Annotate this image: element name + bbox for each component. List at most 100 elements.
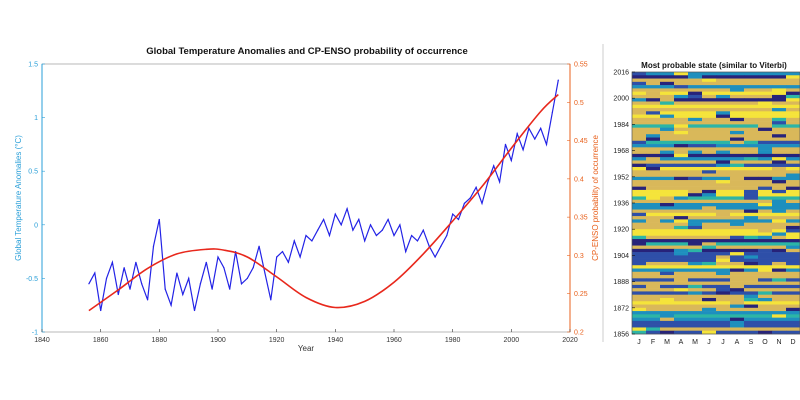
right-y-axis-label: CP-ENSO probability of occurrence <box>591 135 600 261</box>
heatmap-cell <box>716 301 731 305</box>
heatmap-cell <box>660 301 675 305</box>
heatmap-cell <box>674 140 689 145</box>
heatmap-cell <box>758 314 773 318</box>
temperature-point <box>352 229 354 231</box>
heatmap-cell <box>772 219 787 223</box>
heatmap-cell <box>646 173 661 178</box>
heatmap-cell <box>660 268 675 273</box>
temperature-point <box>147 299 149 301</box>
heatmap-cell <box>772 252 787 256</box>
heatmap-cell <box>702 311 717 315</box>
heatmap-cell <box>716 248 731 253</box>
heatmap-cell <box>660 166 675 171</box>
heatmap-cell <box>716 294 731 299</box>
heatmap-cell <box>702 301 717 305</box>
heatmap-cell <box>646 180 661 184</box>
temperature-point <box>299 256 301 258</box>
heatmap-cell <box>646 291 661 295</box>
heatmap-cell <box>772 225 787 230</box>
heatmap-cell <box>660 88 675 92</box>
heatmap-cell <box>688 314 703 318</box>
heatmap-year-label: 1872 <box>613 305 629 312</box>
heatmap-cell <box>730 271 745 276</box>
x-tick-label: 2020 <box>562 337 578 344</box>
heatmap-cell <box>716 311 731 315</box>
heatmap-cell <box>632 320 647 325</box>
heatmap-cell <box>688 193 703 197</box>
heatmap-cell <box>660 239 675 243</box>
heatmap-cell <box>786 219 800 223</box>
temperature-point <box>551 111 554 113</box>
heatmap-cell <box>702 235 717 240</box>
heatmap-cell <box>632 268 647 273</box>
heatmap-cell <box>702 212 717 217</box>
heatmap-cell <box>702 72 717 76</box>
heatmap-cell <box>646 314 661 318</box>
heatmap-cell <box>786 281 800 286</box>
heatmap-cell <box>660 196 675 201</box>
heatmap-cell <box>688 278 703 282</box>
heatmap-cell <box>758 291 773 295</box>
heatmap-cell <box>660 183 675 187</box>
heatmap-cell <box>786 157 800 161</box>
heatmap-cell <box>730 94 745 99</box>
heatmap-cell <box>688 81 703 86</box>
chart-title: Global Temperature Anomalies and CP-ENSO… <box>146 46 467 57</box>
heatmap-cell <box>688 144 703 148</box>
heatmap-cell <box>786 206 800 210</box>
heatmap-cell <box>744 314 759 318</box>
heatmap-cell <box>660 275 675 279</box>
heatmap-cell <box>716 320 731 325</box>
heatmap-cell <box>646 297 661 302</box>
heatmap-cell <box>660 235 675 240</box>
heatmap-cell <box>744 242 759 246</box>
heatmap-cell <box>744 225 759 230</box>
heatmap-cell <box>702 170 717 174</box>
heatmap-cell <box>758 311 773 315</box>
heatmap-cell <box>702 189 717 194</box>
heatmap-cell <box>772 189 787 194</box>
heatmap-cell <box>716 173 731 178</box>
heatmap-cell <box>688 199 703 204</box>
heatmap-cell <box>660 314 675 318</box>
heatmap-cell <box>632 166 647 171</box>
heatmap-cell <box>758 150 773 155</box>
heatmap-cell <box>632 196 647 201</box>
heatmap-cell <box>730 140 745 145</box>
heatmap-cell <box>632 203 647 207</box>
heatmap-month-label: D <box>790 339 795 346</box>
heatmap-cell <box>660 134 675 138</box>
heatmap-cell <box>688 317 703 322</box>
heatmap-cell <box>688 212 703 217</box>
heatmap-cell <box>688 160 703 164</box>
heatmap-cell <box>702 150 717 155</box>
heatmap-cell <box>716 304 731 309</box>
heatmap-cell <box>786 307 800 312</box>
heatmap-cell <box>688 284 703 289</box>
heatmap-cell <box>660 317 675 322</box>
temperature-point <box>264 272 266 274</box>
heatmap-cell <box>702 222 717 227</box>
temperature-point <box>164 288 166 290</box>
heatmap-cell <box>716 261 731 266</box>
heatmap-cell <box>688 117 703 122</box>
heatmap-cell <box>688 150 703 155</box>
heatmap-cell <box>632 330 647 335</box>
temperature-point <box>123 267 125 269</box>
heatmap-cell <box>632 219 647 223</box>
heatmap-cell <box>702 271 717 276</box>
heatmap-cell <box>716 271 731 276</box>
temperature-point <box>152 245 155 247</box>
heatmap-cell <box>674 304 689 309</box>
heatmap-cell <box>632 124 647 128</box>
heatmap-cell <box>702 94 717 99</box>
heatmap-cell <box>786 330 800 335</box>
heatmap-cell <box>744 111 759 115</box>
heatmap-cell <box>758 265 773 269</box>
heatmap-cell <box>660 255 675 259</box>
heatmap-cell <box>674 137 689 142</box>
heatmap-cell <box>674 255 689 259</box>
heatmap-cell <box>674 229 689 233</box>
heatmap-cell <box>758 284 773 289</box>
heatmap-cell <box>786 265 800 269</box>
